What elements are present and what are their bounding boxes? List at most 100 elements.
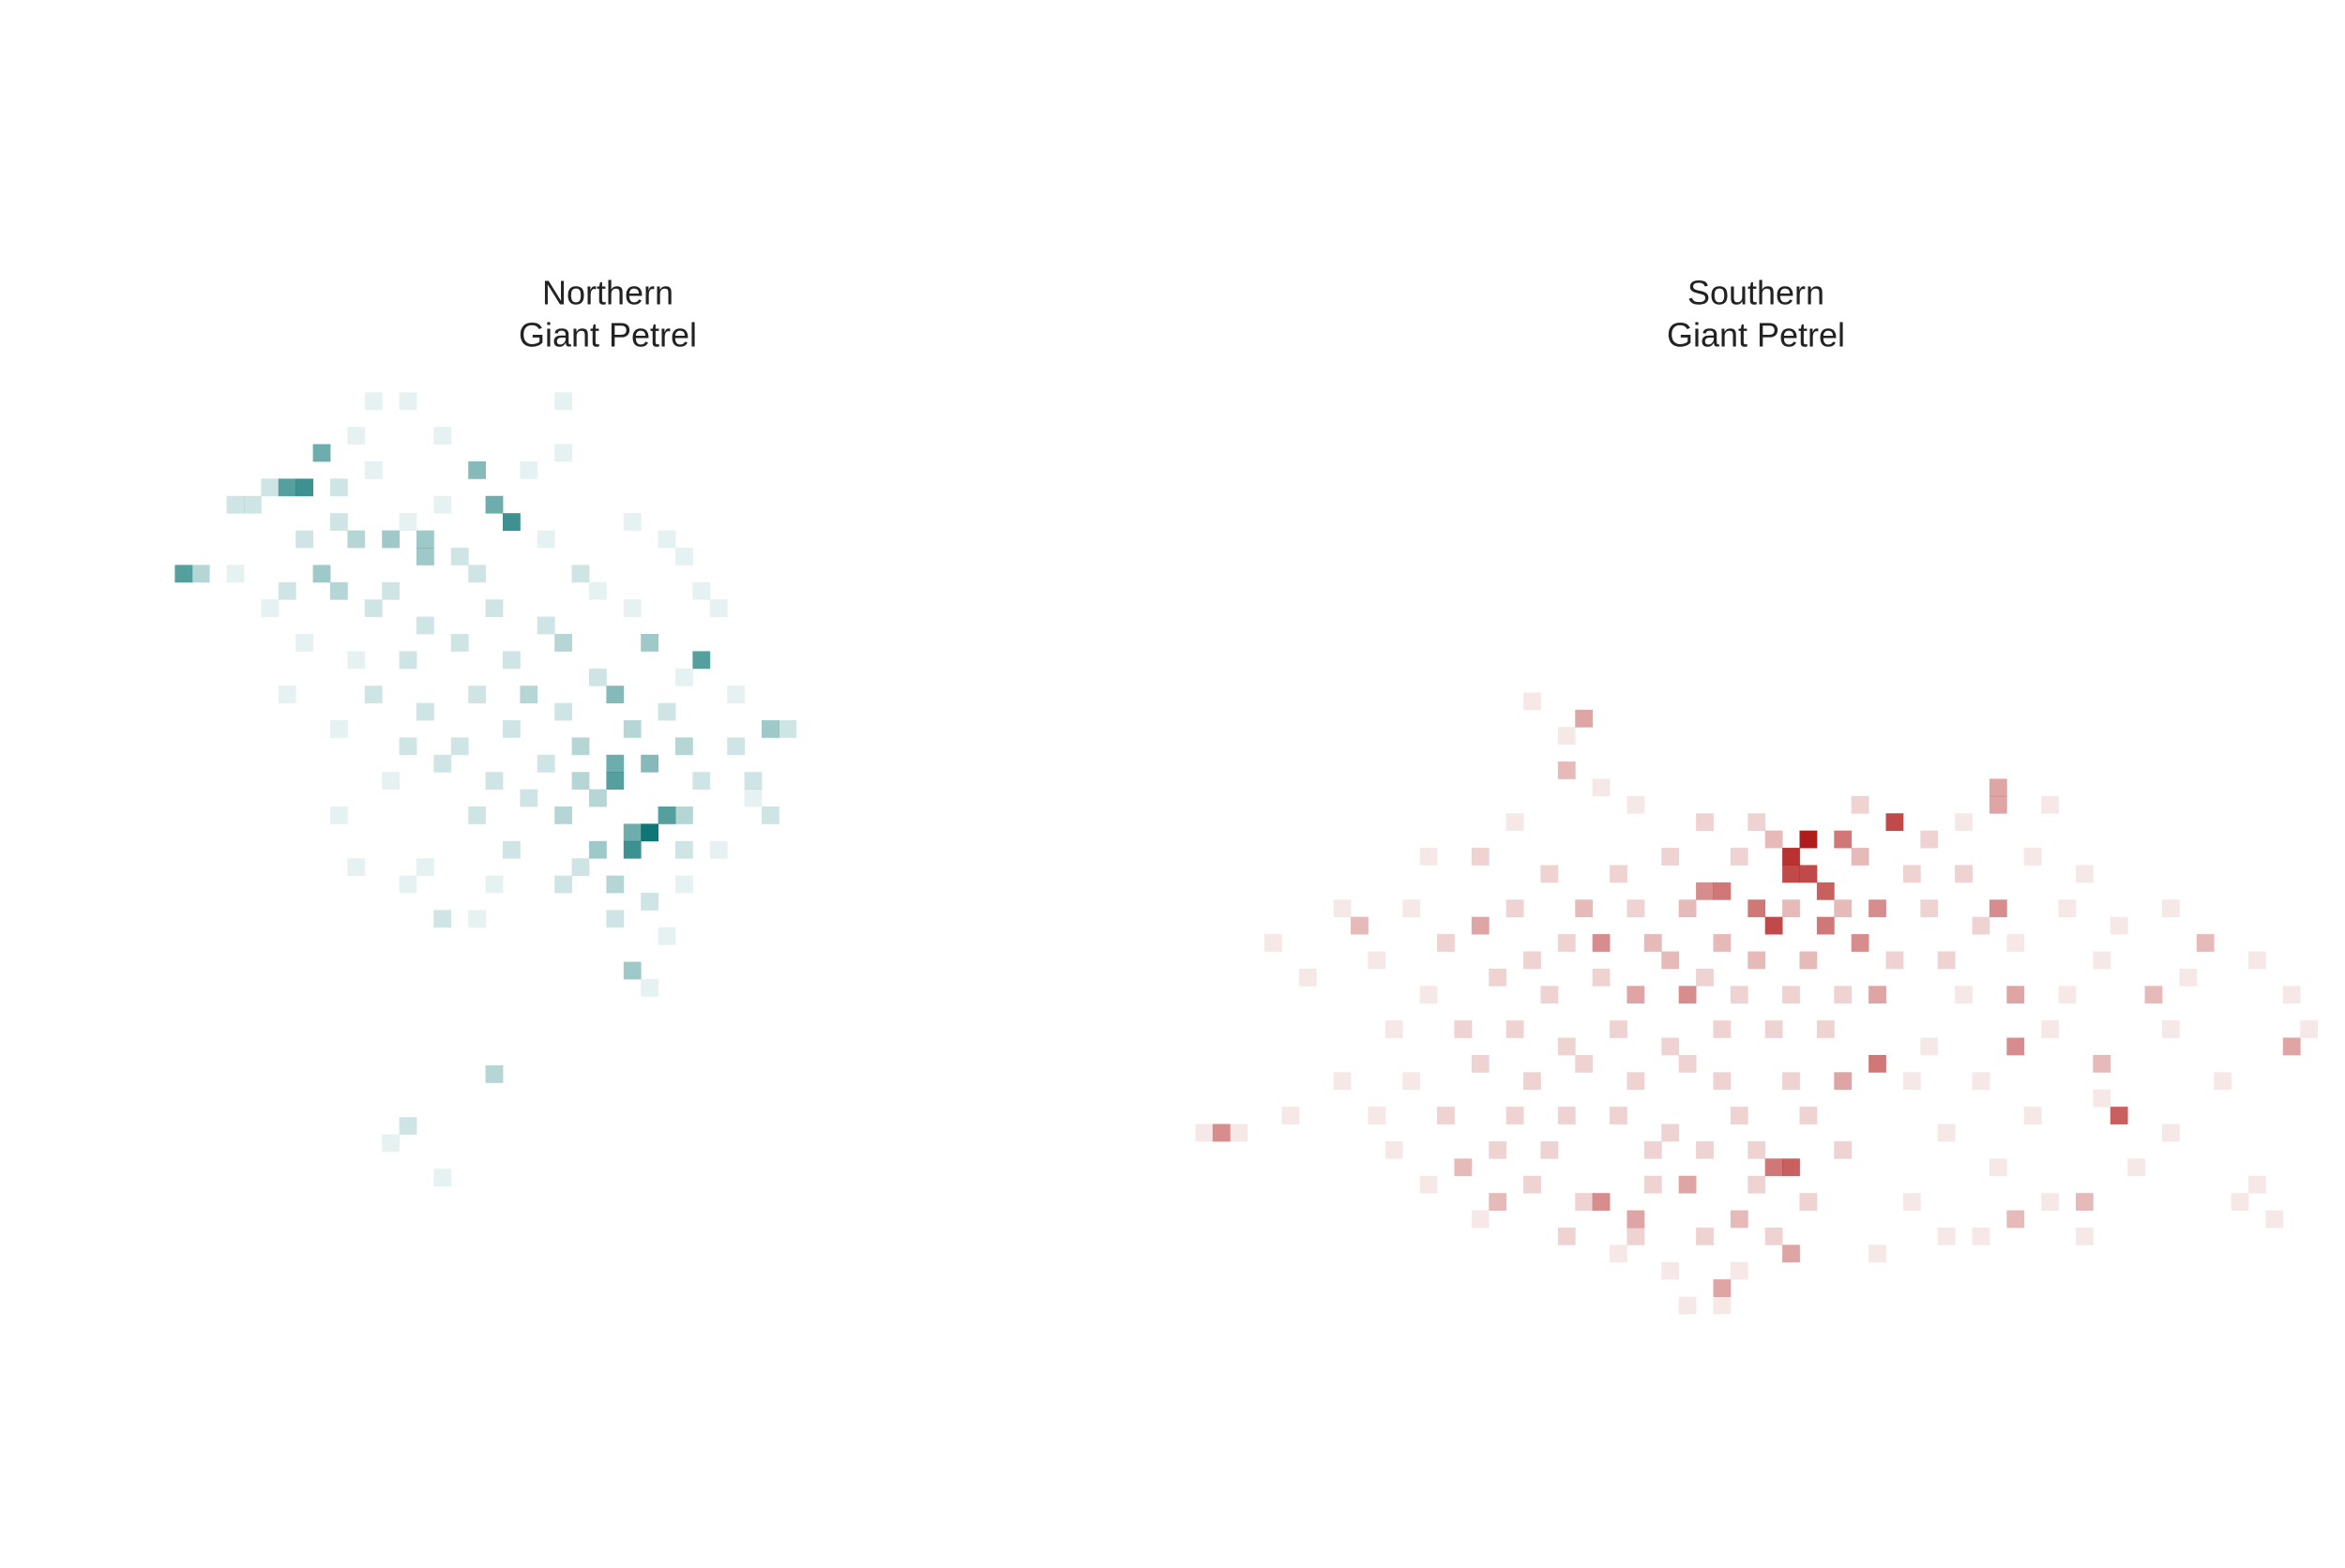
heatmap-cell bbox=[1834, 986, 1853, 1004]
heatmap-cell bbox=[1782, 1072, 1800, 1091]
heatmap-cell bbox=[1643, 1175, 1662, 1194]
heatmap-cell bbox=[1557, 1107, 1576, 1124]
heatmap-cell bbox=[1592, 968, 1611, 987]
heatmap-cell bbox=[278, 686, 296, 703]
heatmap-cell bbox=[450, 548, 469, 565]
heatmap-cell bbox=[641, 634, 658, 652]
heatmap-cell bbox=[1402, 1072, 1421, 1091]
heatmap-cell bbox=[2006, 1037, 2025, 1056]
panel-title: Giant Petrel bbox=[1667, 316, 1845, 354]
heatmap-cell bbox=[382, 581, 400, 600]
heatmap-cell bbox=[1419, 986, 1438, 1004]
heatmap-cell bbox=[468, 686, 486, 703]
heatmap-cell bbox=[1834, 899, 1853, 918]
heatmap-cell bbox=[1523, 692, 1541, 711]
heatmap-cell bbox=[1592, 934, 1611, 952]
heatmap-cell bbox=[554, 875, 572, 894]
heatmap-cell bbox=[1489, 1193, 1507, 1211]
heatmap-cell bbox=[1713, 1072, 1732, 1091]
heatmap-cell bbox=[675, 548, 693, 565]
heatmap-cell bbox=[1955, 813, 1973, 832]
heatmap-cell bbox=[675, 737, 693, 756]
heatmap-cell bbox=[762, 720, 779, 738]
heatmap-cell bbox=[1782, 899, 1800, 918]
heatmap-cell bbox=[1868, 899, 1886, 918]
heatmap-cell bbox=[1557, 727, 1576, 746]
heatmap-cell bbox=[1540, 986, 1559, 1004]
heatmap-cell bbox=[1523, 951, 1541, 970]
heatmap-cell bbox=[537, 754, 555, 773]
heatmap-cell bbox=[1989, 1158, 2007, 1177]
heatmap-cell bbox=[191, 565, 210, 583]
heatmap-cell bbox=[675, 840, 693, 859]
heatmap-cell bbox=[1868, 1054, 1886, 1073]
heatmap-cell bbox=[1920, 1037, 1939, 1056]
heatmap-cell bbox=[537, 530, 555, 549]
heatmap-cell bbox=[606, 910, 625, 928]
heatmap-cell bbox=[744, 789, 763, 807]
heatmap-cell bbox=[2161, 1020, 2180, 1038]
heatmap-cell bbox=[1713, 1020, 1732, 1038]
heatmap-cell bbox=[641, 823, 658, 842]
heatmap-cell bbox=[1592, 1193, 1611, 1211]
heatmap-cell bbox=[347, 651, 366, 670]
heatmap-cell bbox=[382, 530, 400, 549]
heatmap-cell bbox=[1989, 795, 2007, 814]
heatmap-cell bbox=[1557, 761, 1576, 779]
heatmap-cell bbox=[1678, 1175, 1697, 1194]
heatmap-cell bbox=[503, 720, 521, 738]
heatmap-cell bbox=[1661, 1123, 1680, 1142]
heatmap-cell bbox=[1851, 848, 1869, 866]
heatmap-cell bbox=[1885, 951, 1904, 970]
heatmap-cell bbox=[2093, 951, 2111, 970]
heatmap-cell bbox=[399, 737, 417, 756]
heatmap-cell bbox=[2196, 934, 2215, 952]
heatmap-cell bbox=[347, 427, 366, 445]
heatmap-cell bbox=[468, 461, 486, 479]
heatmap-cell bbox=[1937, 1227, 1956, 1245]
heatmap-cell bbox=[1937, 1123, 1956, 1142]
heatmap-cell bbox=[1764, 830, 1783, 849]
heatmap-cell bbox=[623, 840, 642, 859]
heatmap-cell bbox=[433, 495, 452, 514]
heatmap-cell bbox=[468, 807, 486, 824]
heatmap-cell bbox=[1505, 813, 1524, 832]
heatmap-cell bbox=[503, 513, 521, 531]
heatmap-cell bbox=[606, 875, 625, 894]
heatmap-cell bbox=[433, 754, 452, 773]
heatmap-cell bbox=[1437, 1107, 1455, 1124]
heatmap-cell bbox=[416, 616, 434, 635]
heatmap-cell bbox=[2300, 1020, 2318, 1038]
heatmap-cell bbox=[1661, 951, 1680, 970]
heatmap-cell bbox=[2282, 1037, 2301, 1056]
heatmap-cell bbox=[364, 392, 383, 411]
heatmap-cell bbox=[1834, 830, 1853, 849]
heatmap-cell bbox=[1505, 899, 1524, 918]
heatmap-cell bbox=[1540, 865, 1559, 883]
heatmap-cell bbox=[1419, 1175, 1438, 1194]
heatmap-cell bbox=[571, 772, 590, 790]
heatmap-cell bbox=[1747, 1140, 1766, 1159]
heatmap-cell bbox=[1764, 1227, 1783, 1245]
heatmap-cell bbox=[2127, 1158, 2145, 1177]
heatmap-cell bbox=[1730, 1261, 1748, 1280]
heatmap-cell bbox=[295, 530, 313, 549]
heatmap-cell bbox=[2093, 1054, 2111, 1073]
heatmap-cell bbox=[1764, 916, 1783, 935]
heatmap-cell bbox=[1610, 1107, 1627, 1124]
heatmap-cell bbox=[589, 789, 607, 807]
heatmap-cell bbox=[295, 478, 313, 497]
heatmap-cell bbox=[1610, 865, 1627, 883]
heatmap-cell bbox=[1437, 934, 1455, 952]
heatmap-cell bbox=[589, 581, 607, 600]
heatmap-cell bbox=[1868, 986, 1886, 1004]
heatmap-cell bbox=[2265, 1210, 2284, 1229]
heatmap-cell bbox=[1989, 778, 2007, 797]
heatmap-cell bbox=[416, 548, 434, 565]
heatmap-cell bbox=[382, 772, 400, 790]
heatmap-cell bbox=[347, 530, 366, 549]
heatmap-cell bbox=[1351, 916, 1369, 935]
heatmap-cell bbox=[1782, 865, 1800, 883]
heatmap-cell bbox=[1747, 899, 1766, 918]
heatmap-cell bbox=[1799, 1107, 1818, 1124]
